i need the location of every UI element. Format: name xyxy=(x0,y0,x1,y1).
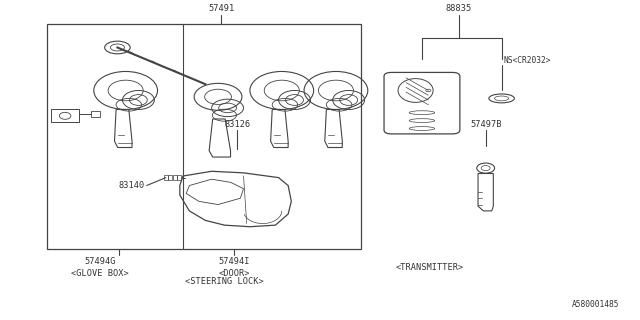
Bar xyxy=(168,175,172,180)
Text: 57494I: 57494I xyxy=(218,257,250,266)
Text: 57491: 57491 xyxy=(208,4,234,13)
Text: 88835: 88835 xyxy=(446,4,472,13)
Text: A580001485: A580001485 xyxy=(572,300,620,309)
Bar xyxy=(177,175,181,180)
Text: 57494G: 57494G xyxy=(84,257,116,266)
Bar xyxy=(47,24,362,249)
Text: <STEERING LOCK>: <STEERING LOCK> xyxy=(185,277,264,286)
Text: <DOOR>: <DOOR> xyxy=(218,269,250,278)
Text: 83140: 83140 xyxy=(118,181,145,190)
Bar xyxy=(164,175,168,180)
Bar xyxy=(51,109,79,122)
Text: <TRANSMITTER>: <TRANSMITTER> xyxy=(396,263,464,272)
Text: <GLOVE BOX>: <GLOVE BOX> xyxy=(71,269,129,278)
Bar xyxy=(91,111,100,117)
Bar xyxy=(173,175,177,180)
Text: 57497B: 57497B xyxy=(470,119,501,129)
Text: NS<CR2032>: NS<CR2032> xyxy=(504,56,551,65)
Text: 83126: 83126 xyxy=(224,119,250,129)
